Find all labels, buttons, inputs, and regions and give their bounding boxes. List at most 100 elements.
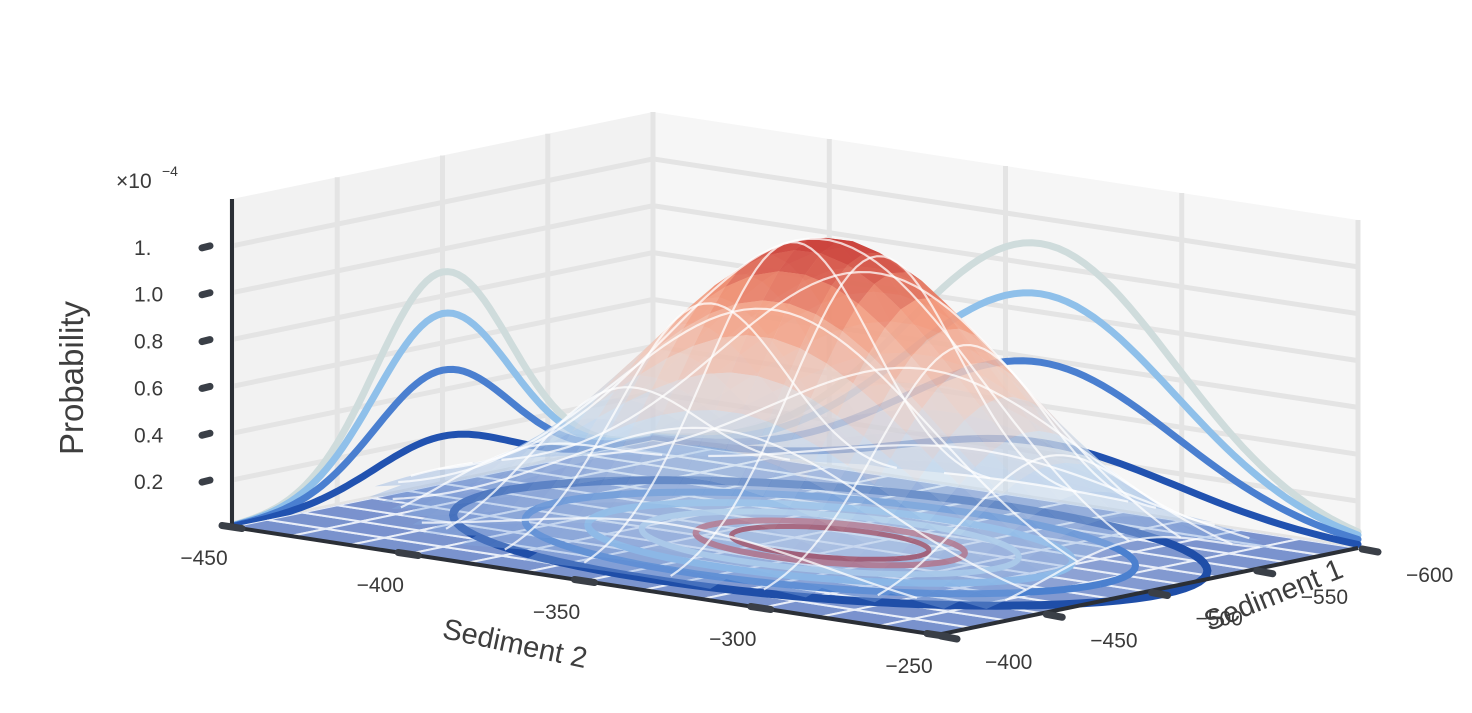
surface-patch [869,525,912,559]
z-multiplier: ×10 [116,170,152,193]
y-tick-mark [1358,545,1382,556]
surface-patch [1182,525,1225,544]
z-axis-title: Probability [53,300,90,455]
surface-patch [688,536,732,561]
surface-patch [985,362,1029,401]
z-tick-label: 1. [134,237,152,260]
surface-patch [773,507,817,541]
surface-patch [927,504,971,542]
surface-wire [943,471,1129,503]
z-tick-label: 0.8 [134,331,163,354]
surface-patch [513,537,556,551]
surface-patch [657,568,700,584]
surface-patch [715,543,758,567]
surface-patch [390,474,434,482]
surface-patch [523,467,567,494]
surface-patch [1017,471,1061,509]
surface-patch [481,494,524,513]
surface-patch [651,504,695,532]
surface-patch [773,303,816,349]
surface-patch [1076,491,1119,520]
x-tick-mark [571,576,598,586]
surface-patch [1166,521,1209,541]
surface-patch [1001,481,1045,520]
surface-patch [1213,533,1257,547]
surface-patch [884,309,928,357]
surface-patch [879,252,922,281]
surface-patch [811,551,854,577]
y-tick-mark [937,632,961,643]
surface-patch [980,544,1024,573]
surface-patch [991,440,1034,482]
floor-contour-ring [728,524,932,562]
surface-patch [449,524,493,536]
surface-patch [949,570,992,593]
surface-wire [763,343,1157,591]
surface-patch [412,476,455,489]
surface-patch [762,271,806,304]
surface-patch [864,572,907,594]
x-tick-mark [394,549,422,559]
z-tick-label: 0.4 [134,424,164,447]
surface-patch [508,488,551,511]
surface-patch [1060,494,1103,525]
surface-patch [741,376,785,422]
x-tick-mark [747,603,775,613]
surface-patch [1055,531,1098,560]
surface-patch [837,383,880,437]
surface-patch [842,303,885,354]
surface-patch [449,469,492,489]
surface-wire [504,302,898,551]
surface-patch [768,384,811,434]
surface-patch [385,481,428,491]
surface-patch [545,410,588,447]
surface-patch [757,530,801,559]
surface-patch [900,299,944,340]
surface-patch [975,583,1019,602]
surface-patch [847,253,890,284]
surface-patch [1039,540,1082,568]
surface-patch [996,531,1040,562]
x-tick-label: −300 [709,628,756,651]
surface-patch [662,374,705,415]
surface-patch [640,476,684,505]
surface-wire [438,237,1130,543]
surface-patch [848,585,891,603]
surface-patch [922,387,965,438]
surface-patch [677,337,721,381]
surface-patch [964,406,1007,452]
surface-patch [789,274,832,315]
x-tick-label: −350 [533,601,580,624]
surface-patch [571,391,614,433]
surface-patch [747,496,790,531]
surface-patch [550,553,594,567]
surface-patch [821,576,865,596]
surface-patch [938,372,981,421]
surface-patch [731,335,774,377]
y-tick-labels: −400 −450 −500 −550 −600 [985,564,1453,674]
surface-patch [614,476,657,503]
surface-patch [954,525,997,558]
surface-patch [529,522,572,539]
surface-patch [725,254,768,287]
surface-patch [836,241,880,254]
surface-patch [1118,516,1161,539]
surface-patch [853,545,896,573]
floor-contour-ring [584,499,1077,587]
tick-marks [198,242,1382,643]
y-tick-label: −400 [985,651,1032,674]
surface-patch [369,488,413,497]
surface-patch [1155,506,1198,530]
surface-patch [986,494,1029,532]
x-tick-label: −450 [180,547,227,570]
surface-patch [683,573,727,589]
z-tick-labels: 0.2 0.4 0.6 0.8 1.0 1. [134,237,164,494]
surface-patch [630,445,673,478]
surface-patch [970,509,1013,545]
surface-patch [1044,499,1087,532]
surface-patch [763,466,806,507]
surface-patch [901,481,944,524]
surface-patch [694,481,737,515]
surface-patch [630,563,673,580]
y-tick-label: −600 [1406,564,1453,587]
